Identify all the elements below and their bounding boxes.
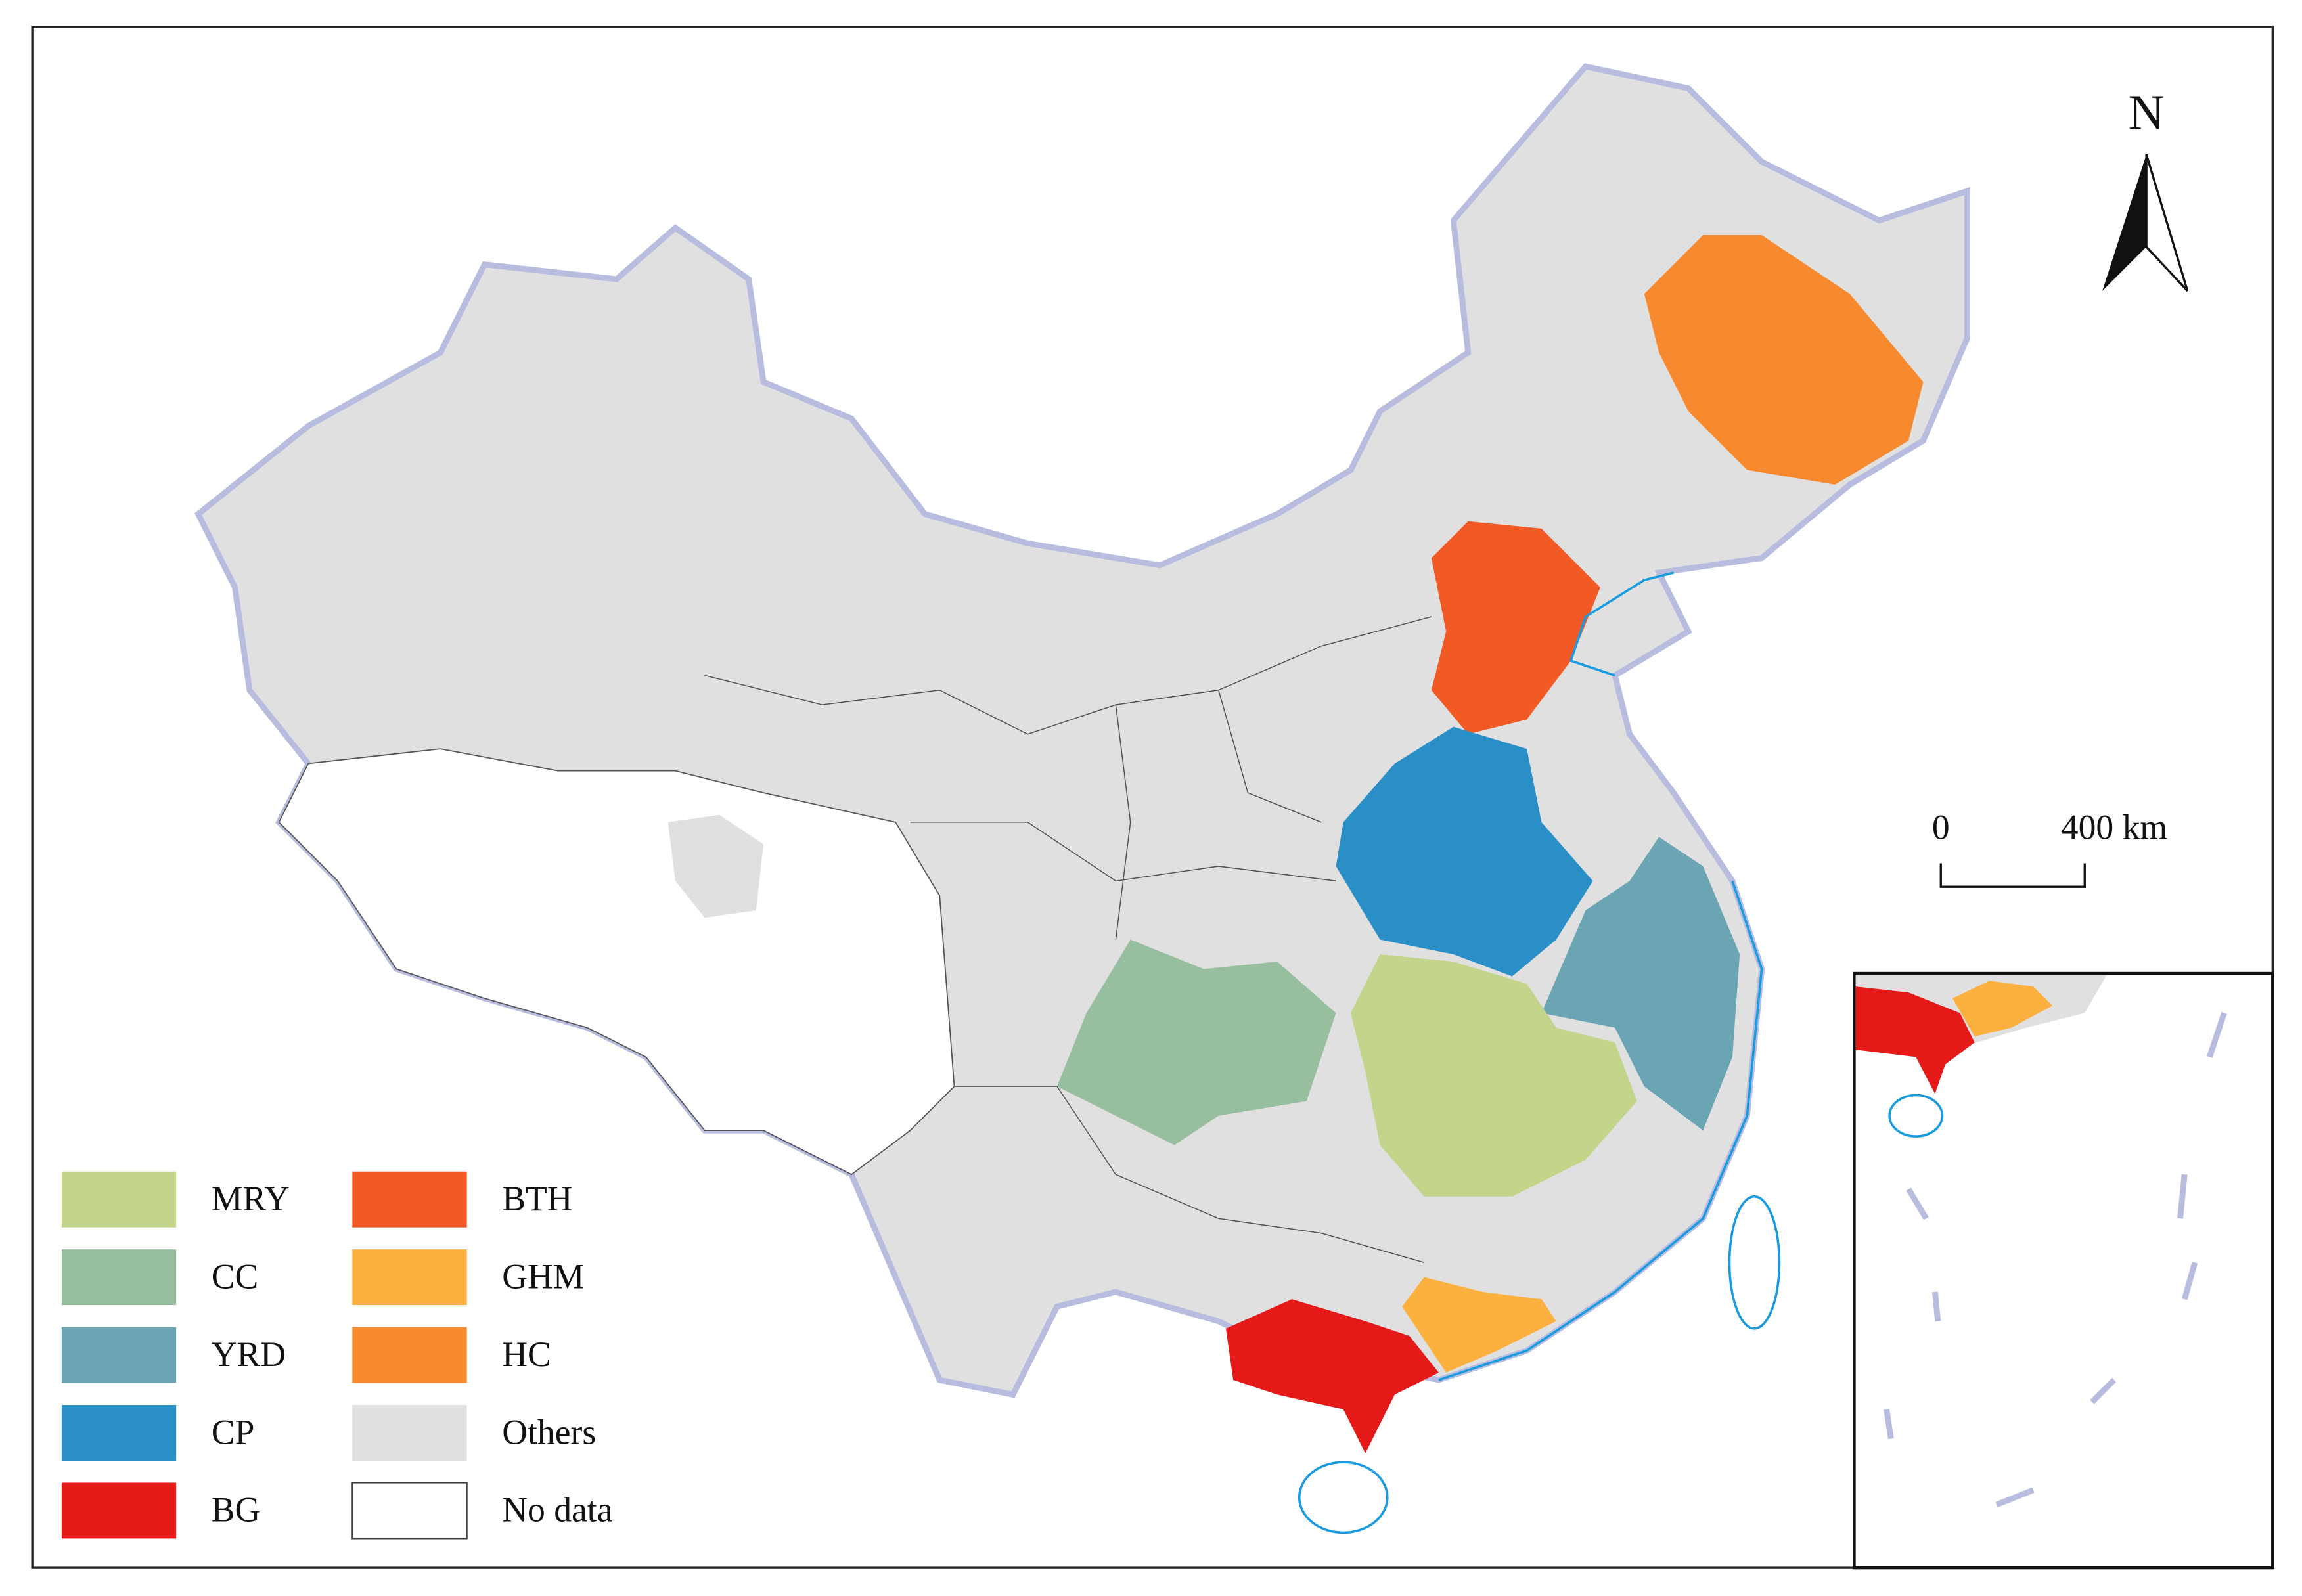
region-bth xyxy=(1431,521,1600,734)
legend-swatch xyxy=(352,1327,467,1383)
legend-swatch xyxy=(61,1405,177,1461)
legend-label: CC xyxy=(212,1256,259,1296)
scale-label: 0 xyxy=(1932,808,1950,847)
region-yrd xyxy=(1541,837,1740,1131)
region-ghm xyxy=(1402,1277,1556,1373)
legend-swatch xyxy=(352,1249,467,1306)
legend-label: No data xyxy=(502,1490,612,1530)
region-ghm xyxy=(1952,981,2053,1037)
legend-label: BG xyxy=(212,1490,261,1530)
legend-label: BTH xyxy=(502,1179,572,1218)
inset-map xyxy=(1853,971,2274,1570)
legend-label: HC xyxy=(502,1335,551,1374)
scale-label: 400 km xyxy=(2061,808,2167,847)
region-bg xyxy=(1855,986,1975,1094)
legend-swatch xyxy=(61,1482,177,1539)
north-label: N xyxy=(2129,85,2165,141)
legend-swatch xyxy=(351,1482,468,1540)
scale-bar: 0 400 km xyxy=(1932,808,2167,888)
region-cc xyxy=(1056,939,1336,1145)
legend-swatch xyxy=(61,1327,177,1383)
region-others xyxy=(667,814,764,918)
region-no-data xyxy=(278,748,955,1176)
region-bg xyxy=(1225,1299,1439,1453)
legend-label: GHM xyxy=(502,1256,584,1296)
legend-label: Others xyxy=(502,1412,596,1452)
legend-swatch xyxy=(352,1171,467,1228)
region-hc xyxy=(1644,234,1924,485)
legend-label: MRY xyxy=(212,1179,290,1218)
coastline xyxy=(1298,571,1781,1534)
province-borders xyxy=(704,616,1432,1264)
legend-swatch xyxy=(352,1405,467,1461)
legend: MRY CC YRD CP BG BTH GHM HC Others No data xyxy=(61,1171,613,1540)
legend-label: YRD xyxy=(212,1335,286,1374)
legend-swatch xyxy=(61,1249,177,1306)
region-cp xyxy=(1336,726,1593,977)
region-mry xyxy=(1350,954,1637,1197)
legend-swatch xyxy=(61,1171,177,1228)
legend-label: CP xyxy=(212,1412,255,1452)
regions xyxy=(194,63,1970,1453)
north-arrow: N xyxy=(2102,85,2189,292)
